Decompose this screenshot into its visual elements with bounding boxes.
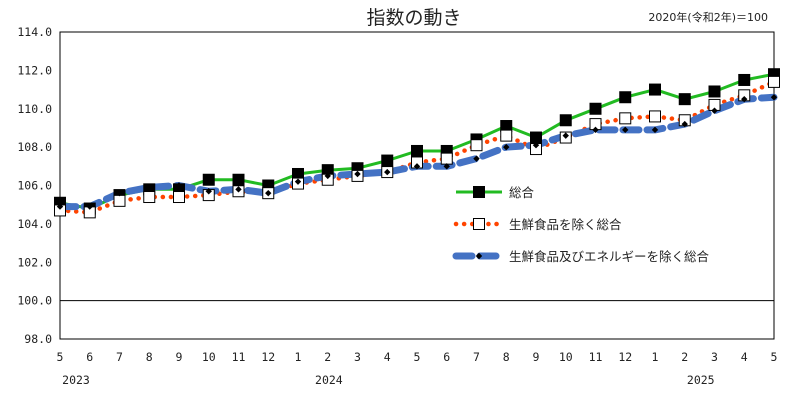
data-point-series-1 [202, 173, 215, 186]
x-tick-label: 11 [589, 350, 603, 364]
y-tick-label: 100.0 [17, 294, 52, 308]
data-point-series-3 [681, 120, 688, 128]
y-axis: 114.0 112.0 110.0 108.0 106.0 104.0 102.0 100.0… [17, 25, 774, 346]
x-tick-label: 10 [202, 350, 216, 364]
data-point-series-2 [619, 112, 632, 125]
data-point-series-3 [205, 188, 212, 195]
y-tick-label: 108.0 [17, 140, 52, 154]
x-tick-label: 5 [414, 350, 421, 364]
y-tick-label: 110.0 [17, 102, 52, 116]
x-tick-label: 5 [771, 350, 778, 364]
data-point-series-3 [146, 184, 153, 191]
data-point-series-2 [113, 194, 126, 207]
data-point-series-3 [562, 132, 569, 139]
data-point-series-3 [265, 189, 272, 197]
legend-label-3: 生鮮食品及びエネルギーを除く総合 [509, 249, 710, 264]
data-point-series-3 [116, 189, 123, 197]
data-point-series-3 [473, 155, 480, 162]
data-point-series-1 [559, 114, 572, 127]
y-tick-label: 102.0 [17, 255, 52, 269]
data-point-series-1 [619, 91, 632, 104]
x-tick-label: 7 [473, 350, 480, 364]
legend-marker-2 [473, 218, 485, 230]
data-point-series-1 [321, 164, 334, 177]
x-tick-label: 12 [618, 350, 632, 364]
x-tick-label: 8 [503, 350, 510, 364]
data-point-series-2 [143, 191, 156, 204]
data-point-series-3 [711, 107, 718, 114]
data-point-series-3 [443, 163, 450, 170]
data-point-series-1 [589, 102, 602, 115]
y-tick-label: 112.0 [17, 63, 52, 77]
data-point-series-1 [738, 73, 751, 86]
y-tick-label: 114.0 [17, 25, 52, 39]
data-point-series-3 [235, 186, 242, 193]
x-tick-label: 2 [324, 350, 331, 364]
legend-marker-1 [473, 186, 485, 198]
y-tick-label: 106.0 [17, 179, 52, 193]
x-tick-label: 8 [146, 350, 153, 364]
x-tick-label: 2 [681, 350, 688, 364]
data-point-series-1 [411, 144, 423, 157]
data-point-series-3 [56, 203, 64, 210]
data-point-series-1 [708, 85, 721, 98]
data-point-series-3 [651, 126, 659, 134]
base-year-note: 2020年(令和2年)＝100 [648, 10, 768, 24]
data-point-series-2 [470, 139, 483, 152]
x-tick-label: 4 [741, 350, 748, 364]
x-tick-label: 1 [652, 350, 659, 364]
x-tick-label: 5 [57, 350, 64, 364]
year-label: 2023 [62, 373, 90, 387]
data-point-series-3 [384, 168, 391, 176]
series-layer [54, 68, 780, 219]
year-label: 2025 [687, 373, 715, 387]
data-point-series-3 [532, 142, 540, 149]
x-tick-label: 9 [533, 350, 540, 364]
x-tick-label: 1 [295, 350, 302, 364]
legend-label-1: 総合 [509, 185, 535, 200]
chart-title: 指数の動き [366, 7, 461, 29]
data-point-series-1 [678, 93, 691, 106]
data-point-series-1 [292, 167, 304, 180]
data-point-series-3 [413, 163, 421, 170]
data-point-series-3 [741, 95, 748, 103]
data-point-series-3 [592, 126, 599, 134]
legend-marker-3 [475, 252, 483, 260]
data-point-series-3 [324, 172, 331, 180]
legend-label-2: 生鮮食品を除く総合 [509, 217, 622, 232]
data-point-series-3 [294, 178, 302, 185]
data-point-series-1 [649, 83, 661, 96]
data-point-series-3 [175, 182, 183, 189]
data-point-series-2 [440, 152, 453, 165]
x-tick-label: 4 [384, 350, 391, 364]
x-tick-label: 6 [86, 350, 93, 364]
data-point-series-3 [622, 126, 629, 134]
x-tick-label: 3 [711, 350, 718, 364]
data-point-series-2 [768, 75, 780, 88]
x-tick-label: 10 [559, 350, 573, 364]
x-tick-label: 7 [116, 350, 123, 364]
data-point-series-3 [503, 143, 510, 151]
data-point-series-3 [354, 170, 361, 178]
y-tick-label: 98.0 [24, 332, 52, 346]
year-label: 2024 [315, 373, 343, 387]
x-tick-label: 3 [354, 350, 361, 364]
data-point-series-2 [649, 110, 661, 123]
data-point-series-1 [232, 173, 245, 186]
x-tick-label: 11 [232, 350, 246, 364]
x-tick-label: 9 [176, 350, 183, 364]
data-point-series-1 [500, 120, 513, 133]
data-point-series-1 [530, 131, 542, 144]
data-point-series-2 [500, 129, 513, 142]
y-tick-label: 104.0 [17, 217, 52, 231]
data-point-series-1 [381, 154, 394, 167]
x-tick-label: 12 [261, 350, 275, 364]
data-point-series-3 [770, 94, 778, 101]
data-point-series-3 [86, 203, 93, 210]
x-tick-label: 6 [443, 350, 450, 364]
data-point-series-2 [173, 191, 185, 204]
